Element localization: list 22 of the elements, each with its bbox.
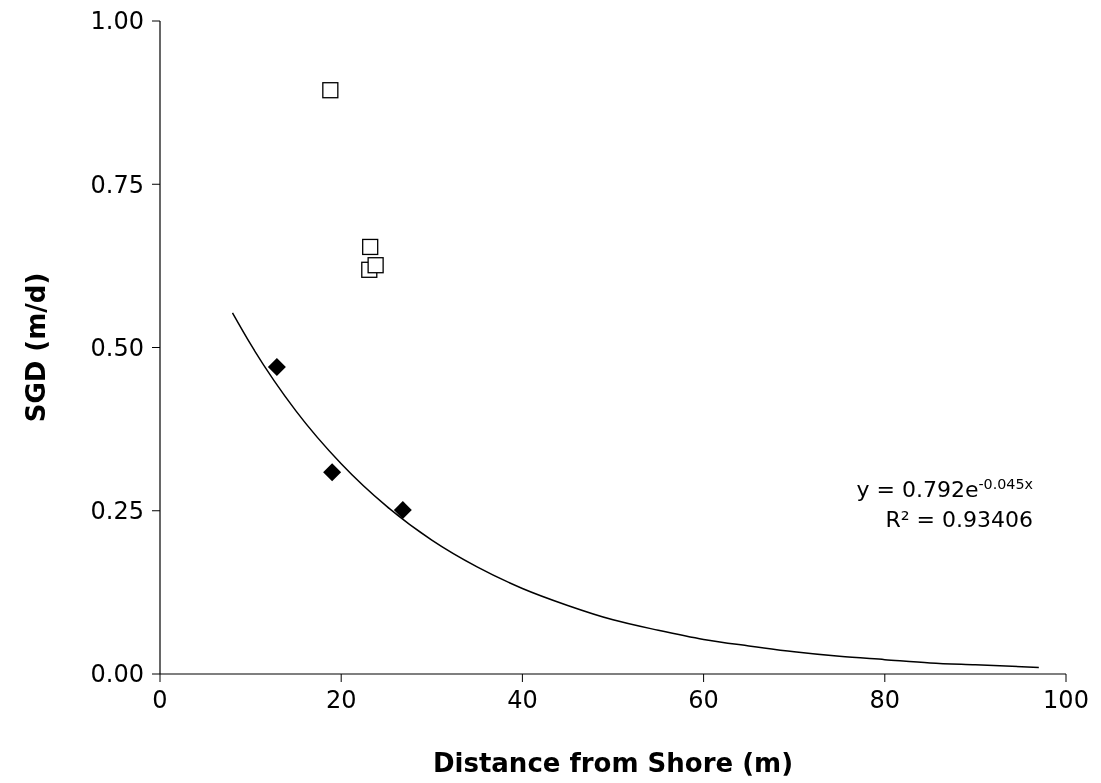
x-tick-label: 60 — [688, 686, 719, 714]
point — [393, 501, 412, 520]
x-axis-title: Distance from Shore (m) — [432, 748, 794, 778]
annotation: y = 0.792e$^{-0.045x}$ — [856, 476, 1033, 502]
y-tick-label: 0.25 — [90, 497, 144, 526]
x-tick-label: 100 — [1043, 686, 1089, 714]
y-tick-label: 0.50 — [90, 333, 144, 362]
point — [362, 238, 379, 256]
x-tick-label: 40 — [507, 686, 538, 714]
point — [367, 257, 384, 274]
point — [322, 82, 339, 99]
y-tick-label: 1.00 — [90, 7, 144, 36]
line-series — [231, 312, 1040, 669]
x-tick-label: 0 — [152, 686, 168, 714]
x-tick-label: 80 — [869, 686, 901, 714]
annotation: R² = 0.93406 — [885, 507, 1033, 532]
y-axis-title: SGD (m/d) — [21, 272, 51, 423]
point — [267, 358, 286, 377]
x-tick-label: 20 — [325, 686, 357, 714]
point — [323, 463, 342, 482]
y-tick-label: 0.75 — [90, 170, 144, 199]
y-tick-label: 0.00 — [90, 660, 144, 689]
